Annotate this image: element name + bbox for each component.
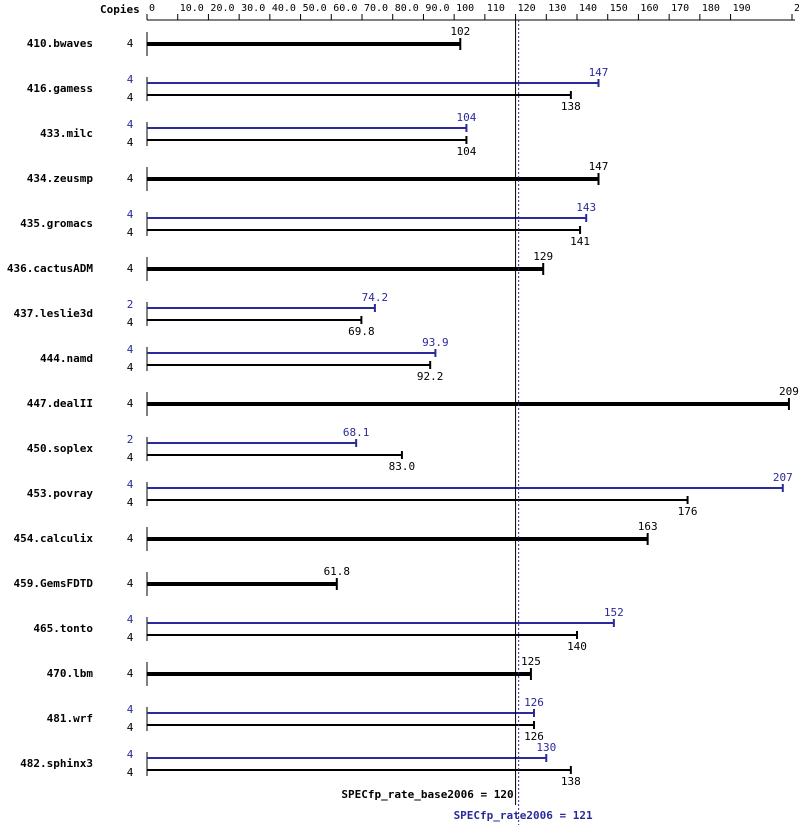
x-tick-label: 0 bbox=[149, 3, 155, 14]
benchmark-label: 447.dealII bbox=[27, 397, 93, 410]
x-tick-label: 20.0 bbox=[210, 3, 234, 14]
value-label: 102 bbox=[450, 25, 470, 38]
x-tick-label: 60.0 bbox=[333, 3, 357, 14]
copies-label: 4 bbox=[127, 631, 134, 644]
value-label: 104 bbox=[456, 111, 476, 124]
x-tick-label: 170 bbox=[671, 3, 689, 14]
value-label: 92.2 bbox=[417, 370, 444, 383]
value-label: 138 bbox=[561, 775, 581, 788]
value-label: 143 bbox=[576, 201, 596, 214]
value-label: 93.9 bbox=[422, 336, 449, 349]
value-label: 126 bbox=[524, 696, 544, 709]
copies-label: 4 bbox=[127, 226, 134, 239]
value-label: 68.1 bbox=[343, 426, 370, 439]
benchmark-label: 465.tonto bbox=[33, 622, 93, 635]
benchmark-label: 434.zeusmp bbox=[27, 172, 94, 185]
copies-label: 4 bbox=[127, 73, 134, 86]
value-label: 126 bbox=[524, 730, 544, 743]
copies-label: 4 bbox=[127, 667, 134, 680]
value-label: 129 bbox=[533, 250, 553, 263]
value-label: 61.8 bbox=[324, 565, 351, 578]
x-tick-label: 50.0 bbox=[303, 3, 327, 14]
benchmark-label: 453.povray bbox=[27, 487, 94, 500]
copies-label: 4 bbox=[127, 361, 134, 374]
copies-label: 4 bbox=[127, 37, 134, 50]
benchmark-label: 435.gromacs bbox=[20, 217, 93, 230]
value-label: 69.8 bbox=[348, 325, 375, 338]
x-tick-label: 10.0 bbox=[180, 3, 204, 14]
x-tick-label: 150 bbox=[610, 3, 628, 14]
benchmark-label: 450.soplex bbox=[27, 442, 94, 455]
copies-label: 4 bbox=[127, 577, 134, 590]
benchmark-label: 436.cactusADM bbox=[7, 262, 93, 275]
x-tick-label: 180 bbox=[702, 3, 720, 14]
value-label: 104 bbox=[456, 145, 476, 158]
copies-label: 4 bbox=[127, 343, 134, 356]
benchmark-label: 433.milc bbox=[40, 127, 93, 140]
copies-header: Copies bbox=[100, 3, 140, 16]
value-label: 140 bbox=[567, 640, 587, 653]
value-label: 163 bbox=[638, 520, 658, 533]
benchmark-label: 410.bwaves bbox=[27, 37, 93, 50]
x-tick-label: 210 bbox=[794, 3, 799, 14]
copies-label: 4 bbox=[127, 262, 134, 275]
copies-label: 4 bbox=[127, 118, 134, 131]
value-label: 125 bbox=[521, 655, 541, 668]
x-tick-label: 140 bbox=[579, 3, 597, 14]
x-tick-label: 160 bbox=[640, 3, 658, 14]
benchmark-label: 482.sphinx3 bbox=[20, 757, 93, 770]
value-label: 152 bbox=[604, 606, 624, 619]
value-label: 83.0 bbox=[389, 460, 416, 473]
x-tick-label: 30.0 bbox=[241, 3, 265, 14]
value-label: 130 bbox=[536, 741, 556, 754]
copies-label: 4 bbox=[127, 721, 134, 734]
value-label: 176 bbox=[678, 505, 698, 518]
benchmark-label: 459.GemsFDTD bbox=[14, 577, 94, 590]
copies-label: 4 bbox=[127, 397, 134, 410]
benchmark-label: 454.calculix bbox=[14, 532, 94, 545]
x-tick-label: 110 bbox=[487, 3, 505, 14]
value-label: 207 bbox=[773, 471, 793, 484]
benchmark-label: 444.namd bbox=[40, 352, 93, 365]
copies-label: 4 bbox=[127, 532, 134, 545]
reference-label: SPECfp_rate_base2006 = 120 bbox=[341, 788, 513, 801]
copies-label: 4 bbox=[127, 91, 134, 104]
value-label: 141 bbox=[570, 235, 590, 248]
benchmark-label: 470.lbm bbox=[47, 667, 94, 680]
x-tick-label: 130 bbox=[548, 3, 566, 14]
copies-label: 4 bbox=[127, 703, 134, 716]
copies-label: 2 bbox=[127, 298, 134, 311]
copies-label: 4 bbox=[127, 766, 134, 779]
copies-label: 4 bbox=[127, 748, 134, 761]
benchmark-label: 481.wrf bbox=[47, 712, 93, 725]
copies-label: 4 bbox=[127, 451, 134, 464]
x-tick-label: 190 bbox=[733, 3, 751, 14]
x-tick-label: 80.0 bbox=[395, 3, 419, 14]
copies-label: 4 bbox=[127, 136, 134, 149]
reference-label: SPECfp_rate2006 = 121 bbox=[454, 809, 593, 822]
copies-label: 4 bbox=[127, 316, 134, 329]
x-tick-label: 70.0 bbox=[364, 3, 388, 14]
x-tick-label: 40.0 bbox=[272, 3, 296, 14]
benchmark-label: 416.gamess bbox=[27, 82, 93, 95]
benchmark-label: 437.leslie3d bbox=[14, 307, 93, 320]
value-label: 147 bbox=[589, 160, 609, 173]
x-tick-label: 90.0 bbox=[425, 3, 449, 14]
value-label: 74.2 bbox=[362, 291, 389, 304]
copies-label: 2 bbox=[127, 433, 134, 446]
copies-label: 4 bbox=[127, 208, 134, 221]
x-tick-label: 120 bbox=[518, 3, 536, 14]
value-label: 209 bbox=[779, 385, 799, 398]
copies-label: 4 bbox=[127, 478, 134, 491]
x-tick-label: 100 bbox=[456, 3, 474, 14]
copies-label: 4 bbox=[127, 172, 134, 185]
value-label: 147 bbox=[589, 66, 609, 79]
copies-label: 4 bbox=[127, 496, 134, 509]
copies-label: 4 bbox=[127, 613, 134, 626]
value-label: 138 bbox=[561, 100, 581, 113]
